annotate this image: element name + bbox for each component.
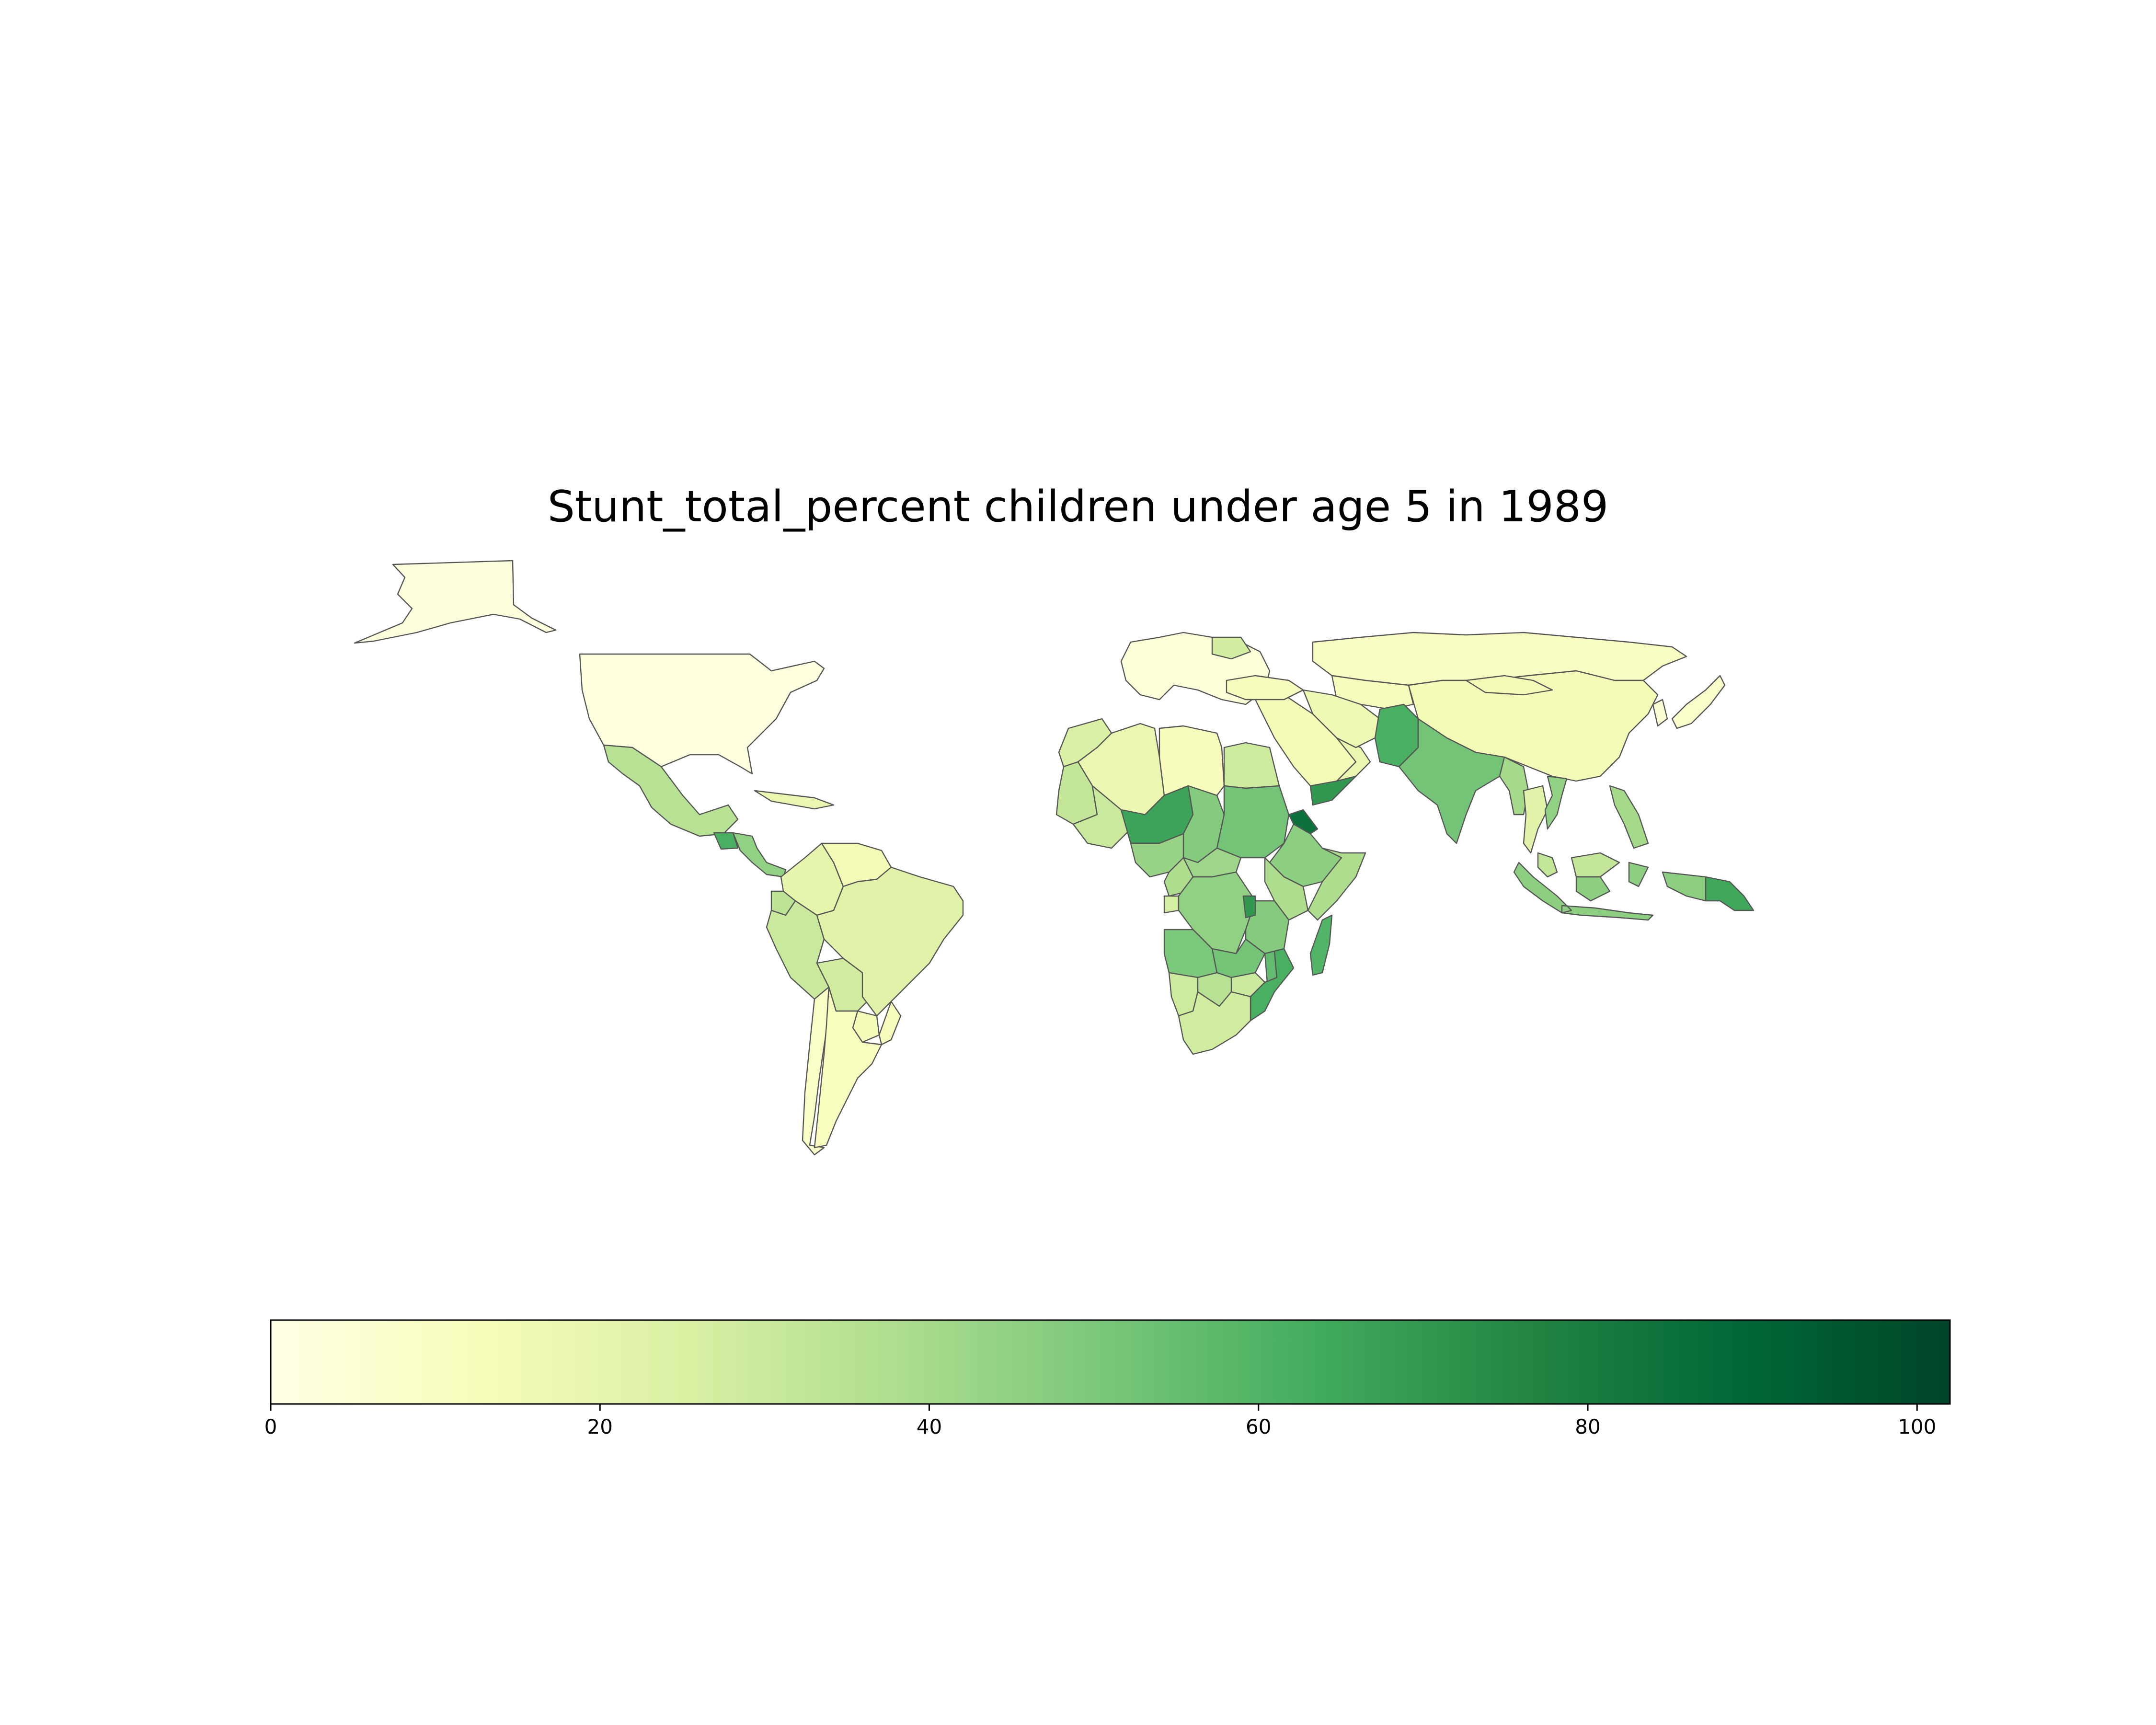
region-burundi [1242, 895, 1256, 919]
region-kenya [1264, 857, 1309, 921]
region-guatemala [713, 832, 739, 850]
region-madagascar [1309, 914, 1333, 976]
region-vietnam [1544, 775, 1568, 830]
region-malaysia [1537, 852, 1620, 878]
region-oman [1336, 737, 1371, 782]
colorbar-ticks: 0 20 40 60 80 100 [264, 1404, 1936, 1438]
country-regions [354, 560, 1755, 1156]
region-mongolia [1465, 675, 1553, 696]
region-indonesia [1513, 862, 1707, 921]
region-somalia [1307, 847, 1366, 921]
colorbar-tick-label: 100 [1898, 1415, 1936, 1438]
colorbar-gradient [270, 1319, 1951, 1405]
region-eritrea [1288, 809, 1319, 835]
colorbar-tick-label: 0 [264, 1415, 277, 1438]
region-uruguay [878, 1000, 902, 1046]
region-libya [1158, 725, 1225, 796]
region-south-africa [1178, 991, 1251, 1055]
colorbar-tick-label: 60 [1246, 1415, 1271, 1438]
colorbar-tick-label: 40 [917, 1415, 942, 1438]
region-alaska [354, 560, 557, 644]
region-philippines [1609, 785, 1649, 849]
region-brazil [816, 866, 964, 1017]
region-poland [1211, 636, 1251, 660]
region-mozambique [1250, 948, 1295, 1022]
colorbar-tick-label: 20 [587, 1415, 613, 1438]
region-thailand [1523, 785, 1548, 854]
region-turkey [1226, 675, 1304, 701]
region-caribbean [754, 790, 835, 810]
region-mexico [603, 744, 739, 837]
colorbar: 0 20 40 60 80 100 [264, 1319, 1951, 1438]
chart-title: Stunt_total_percent children under age 5… [547, 482, 1609, 532]
region-egypt [1223, 742, 1280, 789]
region-korea [1652, 699, 1668, 727]
region-gabon [1163, 895, 1180, 914]
colorbar-tick-label: 80 [1575, 1415, 1600, 1438]
region-myanmar [1499, 756, 1529, 816]
region-papua-new-guinea [1705, 876, 1755, 911]
region-china [1408, 670, 1659, 782]
region-japan [1671, 675, 1726, 729]
region-argentina [814, 986, 883, 1149]
region-sudan [1216, 785, 1290, 859]
region-central-america [732, 832, 787, 878]
